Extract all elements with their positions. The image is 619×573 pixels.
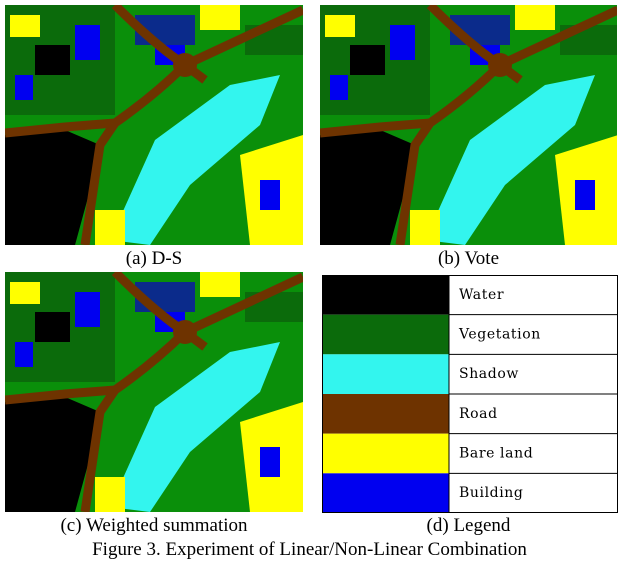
legend-label: Shadow bbox=[459, 366, 519, 382]
legend-label: Building bbox=[459, 485, 523, 501]
legend-label: Vegetation bbox=[458, 327, 541, 343]
legend-swatch bbox=[322, 354, 449, 394]
legend-label: Road bbox=[459, 406, 498, 422]
figure: (a) D-S (b) Vote (c) Weighted summation … bbox=[0, 0, 619, 573]
panel-caption: (a) D-S bbox=[5, 248, 303, 270]
legend-swatch bbox=[322, 394, 449, 434]
legend-label: Bare land bbox=[459, 446, 533, 462]
figure-caption: Figure 3. Experiment of Linear/Non-Linea… bbox=[0, 539, 619, 561]
legend-table: Water Vegetation Shadow Road Bare land Buildi… bbox=[322, 275, 618, 513]
legend-swatch bbox=[322, 434, 449, 474]
panel-caption: (b) Vote bbox=[320, 248, 617, 270]
map-image bbox=[5, 272, 303, 512]
legend-label: Water bbox=[459, 287, 504, 303]
legend-swatch bbox=[322, 315, 449, 355]
map-image bbox=[320, 5, 617, 245]
legend-swatch bbox=[322, 275, 449, 315]
panel-caption: (c) Weighted summation bbox=[5, 515, 303, 537]
map-image bbox=[5, 5, 303, 245]
panel-caption: (d) Legend bbox=[320, 515, 617, 537]
legend-swatch bbox=[322, 473, 449, 513]
